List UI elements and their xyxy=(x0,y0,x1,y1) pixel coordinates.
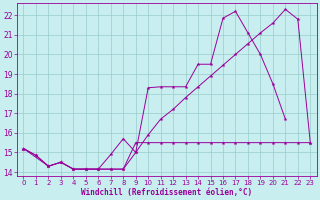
X-axis label: Windchill (Refroidissement éolien,°C): Windchill (Refroidissement éolien,°C) xyxy=(81,188,252,197)
